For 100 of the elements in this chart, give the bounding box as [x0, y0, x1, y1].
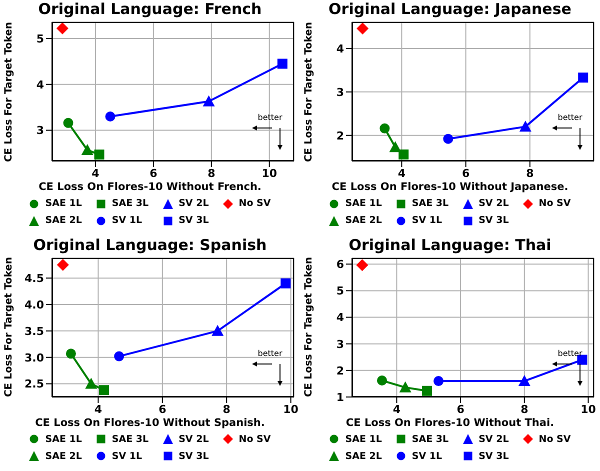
y-axis-title: CE Loss For Target Token [2, 256, 16, 398]
y-tick-label: 1 [336, 390, 344, 404]
y-tick-label: 3 [36, 124, 44, 138]
legend-label: SAE 2L [345, 215, 382, 226]
point [63, 118, 74, 128]
y-tick-label: 3.0 [24, 350, 44, 364]
point [398, 149, 409, 160]
legend-label: SV 2L [178, 198, 209, 209]
point [114, 350, 124, 361]
point [66, 348, 76, 358]
point [443, 134, 454, 144]
legend-label: No SV [538, 434, 571, 444]
y-tick-label: 6 [336, 258, 344, 271]
x-tick-label: 10 [283, 402, 299, 416]
x-tick-label: 6 [158, 402, 167, 416]
chart-title: Original Language: Spanish [32, 236, 268, 254]
x-axis-title: CE Loss On Flores-10 Without Japanese. [330, 180, 570, 194]
point [56, 258, 69, 270]
chart-title: Original Language: French [37, 0, 263, 18]
legend-label: SAE 1L [45, 198, 82, 209]
legend-label: SV 3L [478, 215, 509, 226]
point [280, 278, 291, 288]
x-tick-label: 8 [520, 402, 528, 416]
x-axis-title: CE Loss On Flores-10 Without Spanish. [34, 416, 266, 430]
legend-label: SV 2L [478, 434, 509, 444]
y-tick-label: 4 [336, 42, 344, 56]
point [277, 58, 288, 69]
legend-label: SV 1L [112, 215, 142, 226]
annotation: better [556, 113, 584, 122]
chart-title: Original Language: Japanese [328, 0, 572, 18]
point [380, 123, 390, 134]
x-tick-label: 4 [398, 166, 406, 180]
point [434, 376, 444, 386]
point [422, 385, 432, 396]
annotation: better [256, 113, 284, 122]
y-tick-label: 5 [336, 284, 344, 298]
point [519, 120, 532, 132]
legend-label: SAE 2L [345, 450, 382, 462]
legend-label: SAE 3L [412, 434, 449, 444]
x-tick-label: 10 [580, 402, 596, 416]
y-tick-label: 2.5 [24, 377, 44, 390]
legend-label: SV 1L [412, 215, 442, 226]
y-tick-label: 2 [336, 364, 344, 377]
legend-label: No SV [238, 198, 271, 209]
point [518, 374, 530, 386]
legend-label: SAE 3L [112, 434, 149, 444]
point [212, 324, 224, 336]
point [578, 72, 588, 83]
y-tick-label: 3.5 [24, 324, 44, 338]
point [85, 377, 98, 388]
legend-label: SV 2L [178, 434, 209, 444]
point [399, 380, 412, 392]
y-tick-label: 5 [36, 32, 44, 46]
point [377, 375, 388, 386]
y-axis-title: CE Loss For Target Token [302, 21, 316, 162]
point [356, 258, 368, 271]
point [94, 150, 104, 160]
x-tick-label: 6 [462, 166, 470, 180]
x-tick-label: 4 [94, 402, 102, 416]
x-tick-label: 4 [392, 402, 401, 416]
point [81, 144, 94, 155]
x-tick-label: 6 [150, 166, 158, 180]
chart-title: Original Language: Thai [348, 236, 552, 254]
legend-label: SAE 1L [45, 434, 82, 444]
legend-label: SAE 1L [345, 198, 382, 209]
x-axis-title: CE Loss On Flores-10 Without Thai. [344, 416, 556, 430]
y-tick-label: 2 [336, 129, 344, 142]
legend-label: SV 3L [178, 450, 209, 462]
legend-label: SAE 3L [112, 198, 149, 209]
y-tick-label: 4.5 [24, 271, 44, 284]
x-tick-label: 8 [208, 166, 216, 180]
legend-label: SV 2L [478, 198, 509, 209]
x-tick-label: 4 [92, 166, 100, 180]
y-axis-title: CE Loss For Target Token [2, 21, 16, 162]
legend-label: No SV [238, 434, 271, 444]
legend-label: SV 1L [112, 450, 142, 462]
legend-label: SAE 2L [45, 450, 82, 462]
y-tick-label: 4.0 [24, 298, 44, 311]
x-tick-label: 6 [456, 402, 465, 416]
y-tick-label: 4 [36, 78, 44, 92]
legend-label: SV 3L [478, 450, 509, 462]
y-tick-label: 4 [336, 310, 344, 324]
legend-label: SAE 3L [412, 198, 449, 209]
x-tick-label: 8 [526, 166, 534, 180]
y-tick-label: 3 [336, 86, 344, 99]
x-tick-label: 10 [262, 166, 278, 180]
x-axis-title: CE Loss On Flores-10 Without French. [38, 180, 262, 194]
point [202, 95, 215, 106]
legend-label: No SV [538, 198, 571, 209]
point [98, 384, 109, 395]
y-tick-label: 3 [336, 337, 344, 350]
point [56, 22, 68, 34]
legend-label: SAE 1L [345, 434, 382, 444]
point [105, 112, 116, 122]
annotation: better [556, 348, 584, 358]
legend-label: SV 1L [412, 450, 442, 462]
legend-label: SAE 2L [45, 215, 82, 226]
legend-label: SV 3L [178, 215, 209, 226]
point [356, 22, 369, 35]
y-axis-title: CE Loss For Target Token [302, 256, 316, 398]
